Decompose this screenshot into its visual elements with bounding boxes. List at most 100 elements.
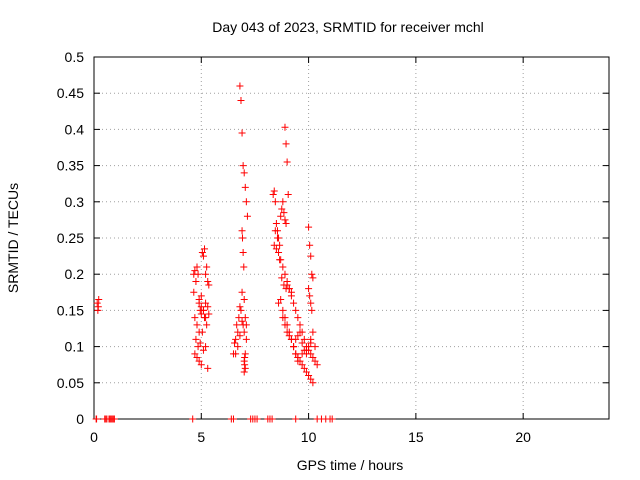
data-point — [305, 343, 313, 351]
data-point — [205, 310, 213, 318]
data-point — [242, 335, 250, 343]
data-point — [266, 415, 274, 423]
data-point — [202, 343, 210, 351]
data-point — [277, 212, 285, 220]
data-point — [241, 361, 249, 369]
data-point — [292, 335, 300, 343]
grid-layer — [94, 57, 609, 419]
data-point — [328, 415, 336, 423]
data-point — [309, 274, 317, 282]
data-point — [195, 296, 203, 304]
data-point — [302, 346, 310, 354]
y-tick-label: 0 — [76, 411, 84, 427]
data-point — [93, 415, 101, 423]
data-point — [283, 328, 291, 336]
data-point — [234, 343, 242, 351]
data-point — [236, 82, 244, 90]
data-point — [285, 332, 293, 340]
data-point — [275, 299, 283, 307]
data-point — [290, 299, 298, 307]
data-point — [241, 314, 249, 322]
data-point — [283, 281, 291, 289]
data-point — [281, 123, 289, 131]
data-point — [276, 256, 284, 264]
data-point — [279, 314, 287, 322]
data-point — [302, 368, 310, 376]
data-point — [241, 364, 249, 372]
data-point — [205, 281, 213, 289]
data-point — [300, 364, 308, 372]
data-point — [238, 129, 246, 137]
data-point — [238, 317, 246, 325]
data-point — [191, 350, 199, 358]
data-point — [204, 303, 212, 311]
data-point — [93, 299, 101, 307]
y-tick-label: 0.1 — [65, 339, 85, 355]
data-point — [292, 350, 300, 358]
data-point — [110, 415, 118, 423]
data-point — [203, 263, 211, 271]
data-point — [237, 306, 245, 314]
data-point — [241, 350, 249, 358]
data-point — [281, 321, 289, 329]
data-point — [313, 361, 321, 369]
data-point — [292, 415, 300, 423]
data-point — [201, 245, 209, 253]
data-point — [241, 183, 249, 191]
data-point — [294, 353, 302, 361]
data-point — [278, 274, 286, 282]
x-tick-label: 10 — [301, 429, 317, 445]
data-point — [296, 328, 304, 336]
x-tick-label: 20 — [515, 429, 531, 445]
data-point — [197, 292, 205, 300]
data-point — [300, 335, 308, 343]
data-point — [193, 321, 201, 329]
data-point — [305, 223, 313, 231]
data-point — [229, 415, 237, 423]
data-point — [238, 234, 246, 242]
data-point — [233, 321, 241, 329]
y-tick-label: 0.25 — [57, 230, 84, 246]
x-axis-label: GPS time / hours — [297, 457, 404, 473]
data-point — [308, 306, 316, 314]
data-point — [309, 353, 317, 361]
data-point — [285, 285, 293, 293]
data-point — [235, 314, 243, 322]
data-point — [238, 227, 246, 235]
data-point — [279, 198, 287, 206]
data-point — [197, 310, 205, 318]
data-point — [307, 339, 315, 347]
data-point — [193, 263, 201, 271]
data-point — [237, 96, 245, 104]
data-point — [275, 248, 283, 256]
data-point — [240, 328, 248, 336]
data-point — [270, 241, 278, 249]
data-point — [234, 328, 242, 336]
data-point — [281, 216, 289, 224]
data-point — [193, 353, 201, 361]
x-tick-label: 0 — [90, 429, 98, 445]
data-point — [202, 314, 210, 322]
data-point — [203, 321, 211, 329]
y-tick-label: 0.15 — [57, 302, 84, 318]
data-point — [292, 306, 300, 314]
data-point — [242, 321, 250, 329]
y-axis-label: SRMTID / TECUs — [5, 183, 21, 293]
data-point — [192, 277, 200, 285]
data-point — [282, 220, 290, 228]
data-point — [273, 234, 281, 242]
data-point — [277, 296, 285, 304]
data-point — [189, 415, 197, 423]
data-point — [307, 375, 315, 383]
data-point — [298, 350, 306, 358]
data-point — [308, 270, 316, 278]
data-point — [307, 299, 315, 307]
data-point — [271, 198, 279, 206]
data-point — [199, 252, 207, 260]
data-point — [279, 263, 287, 271]
data-point — [282, 140, 290, 148]
data-point — [204, 277, 212, 285]
data-point — [95, 296, 103, 304]
data-point — [236, 303, 244, 311]
